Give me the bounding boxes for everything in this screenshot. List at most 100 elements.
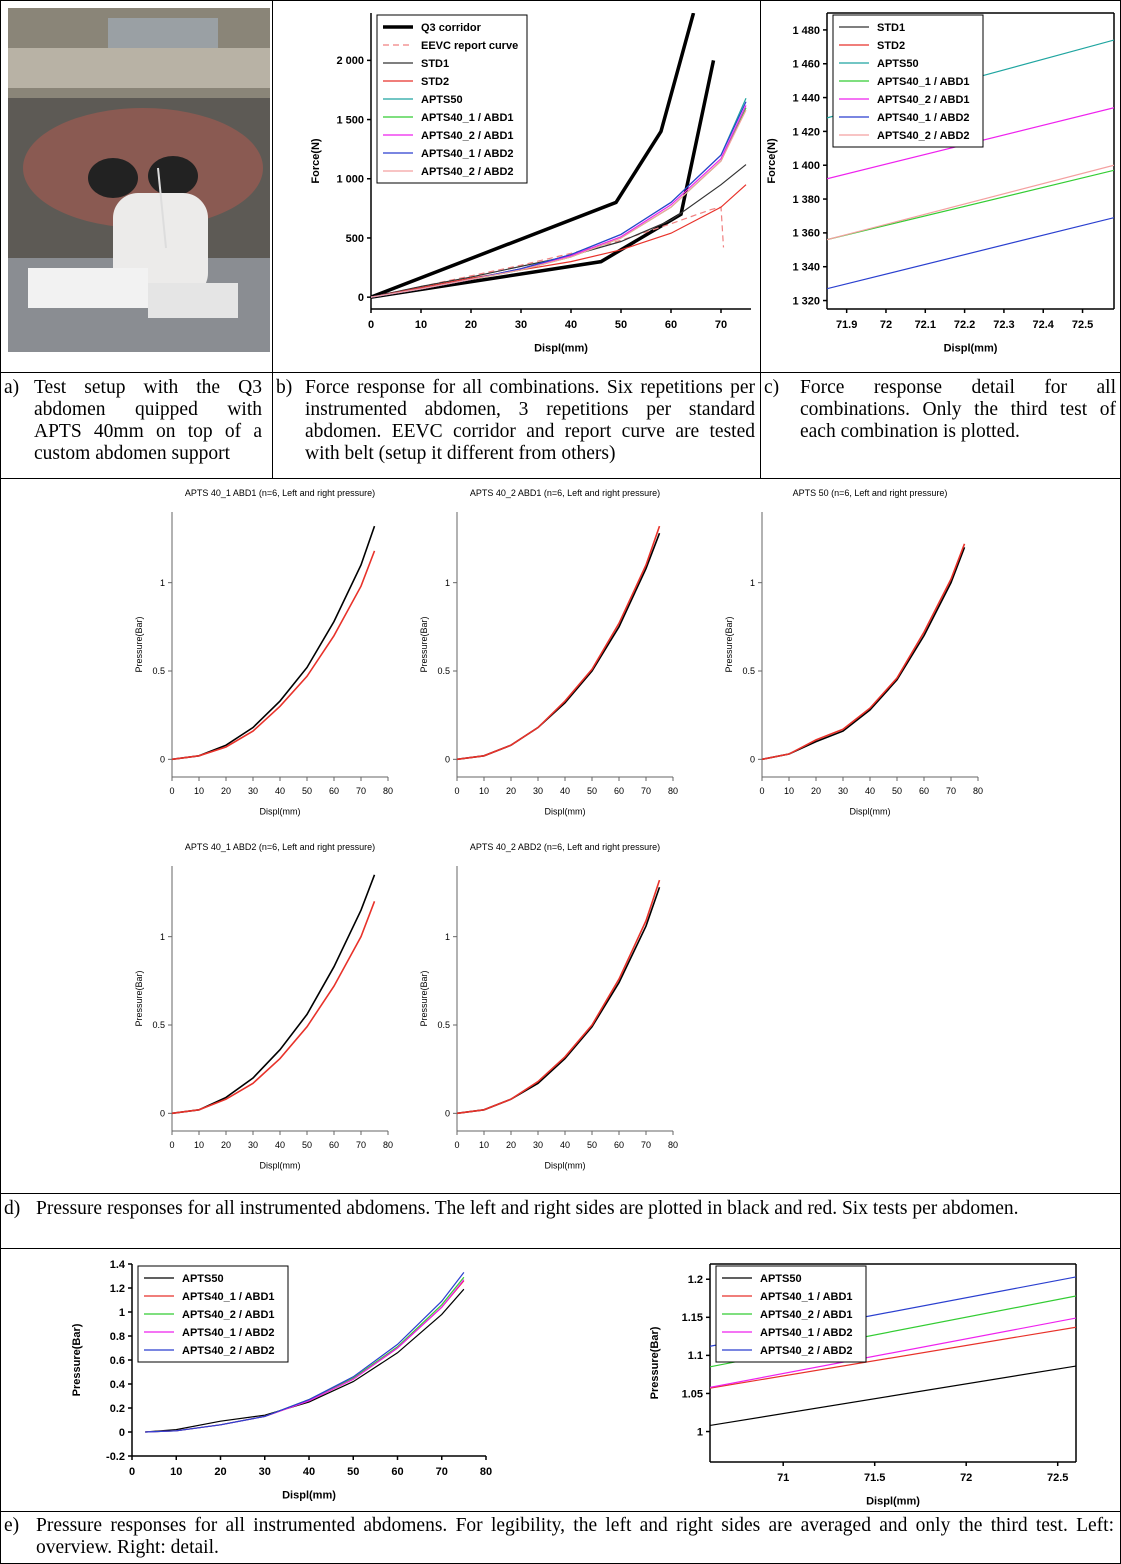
caption: c) Force response detail for all combina…	[760, 377, 1121, 477]
series-line	[457, 886, 661, 1115]
plot-area	[762, 543, 966, 761]
x-tick-label: 40	[275, 1140, 285, 1150]
caption-label: e)	[4, 1515, 20, 1536]
x-tick-label: 71	[777, 1472, 789, 1484]
y-tick-label: 500	[346, 233, 364, 245]
x-tick-label: 72.3	[993, 319, 1014, 331]
x-tick-label: 50	[587, 1140, 597, 1150]
series-line	[710, 1317, 1076, 1388]
x-tick-label: 10	[170, 1466, 182, 1478]
series-line	[371, 184, 747, 298]
series-line	[145, 1288, 465, 1433]
chart-title: APTS 50 (n=6, Left and right pressure)	[793, 488, 948, 498]
y-tick-label: 0.8	[110, 1331, 125, 1343]
legend-label: APTS40_2 / ABD2	[760, 1345, 853, 1357]
x-tick-label: 0	[454, 786, 459, 796]
y-tick-label: 1 340	[792, 262, 820, 274]
x-tick-label: 72.5	[1072, 319, 1093, 331]
legend-label: APTS40_2 / ABD1	[182, 1309, 275, 1321]
caption-text: Pressure responses for all instrumented …	[36, 1198, 1019, 1219]
legend-label: APTS40_2 / ABD1	[877, 94, 970, 106]
y-tick-label: 1 380	[792, 194, 820, 206]
plot-area	[457, 525, 661, 761]
series-line	[172, 550, 376, 761]
caption-label: d)	[4, 1198, 21, 1219]
x-tick-label: 60	[665, 319, 677, 331]
x-axis-label: Displ(mm)	[534, 343, 588, 355]
x-tick-label: 72	[960, 1472, 972, 1484]
y-tick-label: 0	[445, 754, 450, 764]
legend-label: APTS40_2 / ABD1	[760, 1309, 853, 1321]
x-tick-label: 80	[973, 786, 983, 796]
plot-area	[371, 13, 747, 299]
y-tick-label: 0	[160, 754, 165, 764]
x-tick-label: 70	[641, 786, 651, 796]
y-tick-label: 1	[160, 932, 165, 942]
x-tick-label: 50	[302, 1140, 312, 1150]
series-line	[457, 879, 661, 1115]
y-tick-label: 0.4	[110, 1379, 126, 1391]
y-axis-label: Force(N)	[310, 138, 322, 184]
y-axis-label: Force(N)	[766, 138, 778, 184]
chart-pressure-overview: 0 10 20 30 40 50 60 70 80 -0.2 0 0.2 0.4 0.6 0.8 1 1.2 1.…	[71, 1259, 492, 1502]
x-tick-label: 10	[479, 786, 489, 796]
x-tick-label: 20	[506, 1140, 516, 1150]
y-axis-label: Pressure(Bar)	[419, 616, 429, 672]
y-axis-label: Pressure(Bar)	[650, 1326, 661, 1399]
y-tick-label: 1 480	[792, 25, 820, 37]
x-tick-label: 72.1	[915, 319, 936, 331]
x-tick-label: 60	[391, 1466, 403, 1478]
series-line	[827, 217, 1114, 290]
y-tick-label: 1 440	[792, 92, 820, 104]
x-axis-label: Displ(mm)	[260, 1160, 301, 1170]
x-tick-label: 30	[533, 1140, 543, 1150]
legend-label: APTS40_2 / ABD2	[877, 130, 970, 142]
y-tick-label: 0	[750, 754, 755, 764]
series-line	[172, 874, 376, 1115]
caption-text: Pressure responses for all instrumented …	[36, 1515, 1114, 1558]
caption-text: Force response for all combinations. Six…	[305, 377, 755, 464]
series-line	[710, 1365, 1076, 1427]
series-line	[457, 525, 661, 761]
legend-label: APTS50	[760, 1273, 802, 1285]
plot-area	[457, 879, 661, 1115]
y-tick-label: 0.2	[110, 1403, 125, 1415]
x-tick-label: 80	[383, 786, 393, 796]
y-tick-label: 1 460	[792, 59, 820, 71]
y-tick-label: 1 320	[792, 295, 820, 307]
x-tick-label: 50	[892, 786, 902, 796]
caption: b) Force response for all combinations. …	[272, 377, 760, 477]
y-tick-label: 0.5	[152, 1020, 165, 1030]
x-tick-label: 70	[715, 319, 727, 331]
x-tick-label: 50	[302, 786, 312, 796]
plot-area	[145, 1272, 465, 1433]
x-tick-label: 40	[303, 1466, 315, 1478]
series-line	[172, 525, 376, 761]
x-tick-label: 70	[436, 1466, 448, 1478]
x-tick-label: 70	[641, 1140, 651, 1150]
series-line	[762, 547, 966, 761]
x-tick-label: 40	[565, 319, 577, 331]
x-axis-label: Displ(mm)	[282, 1490, 336, 1502]
x-tick-label: 50	[587, 786, 597, 796]
chart-title: APTS 40_1 ABD2 (n=6, Left and right pres…	[185, 842, 375, 852]
x-tick-label: 50	[615, 319, 627, 331]
x-tick-label: 20	[214, 1466, 226, 1478]
y-tick-label: 0.5	[437, 1020, 450, 1030]
x-tick-label: 60	[329, 786, 339, 796]
x-tick-label: 0	[454, 1140, 459, 1150]
y-tick-label: 1.1	[688, 1350, 703, 1362]
chart-title: APTS 40_1 ABD1 (n=6, Left and right pres…	[185, 488, 375, 498]
chart-force: 0 10 20 30 40 50 60 70 0 500 1 000 1 500 2 000 Displ(…	[310, 13, 751, 355]
y-tick-label: 0	[358, 292, 364, 304]
y-tick-label: 1.4	[110, 1259, 126, 1271]
x-tick-label: 30	[259, 1466, 271, 1478]
x-tick-label: 40	[560, 1140, 570, 1150]
x-tick-label: 10	[194, 786, 204, 796]
legend-label: STD2	[421, 76, 449, 88]
x-tick-label: 40	[275, 786, 285, 796]
legend-label: APTS40_1 / ABD2	[877, 112, 970, 124]
x-tick-label: 72.4	[1033, 319, 1055, 331]
y-tick-label: 1 000	[336, 174, 364, 186]
y-tick-label: 1.2	[688, 1274, 703, 1286]
